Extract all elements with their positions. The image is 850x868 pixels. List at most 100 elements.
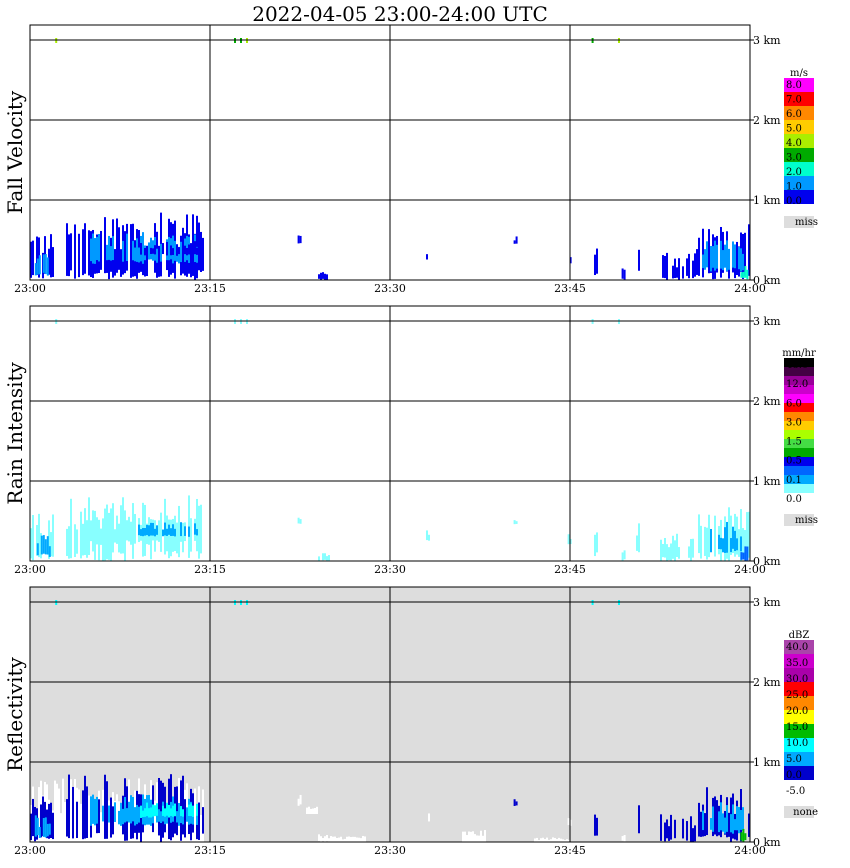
echo-column xyxy=(722,813,724,832)
echo-column xyxy=(594,814,596,836)
echo-column xyxy=(36,258,39,275)
x-tick-label: 24:00 xyxy=(734,844,766,857)
plot-frame xyxy=(29,305,751,562)
echo-column xyxy=(136,238,138,262)
echo-column xyxy=(104,774,106,839)
echo-column xyxy=(722,538,724,553)
echo-column xyxy=(74,224,76,279)
echo-column xyxy=(623,269,626,280)
echo-column xyxy=(688,253,690,279)
echo-column xyxy=(732,804,734,834)
y-tick-label: 3 km xyxy=(753,596,781,609)
panel-rain-intensity: 3 km 2 km 1 km 0 km 23:00 23:15 23:30 23:45 24:0… xyxy=(3,305,818,576)
echo-column xyxy=(200,231,202,273)
clutter-column xyxy=(332,836,334,842)
legend-label: 3.0 xyxy=(786,417,802,428)
clutter-column xyxy=(470,831,472,842)
echo-column xyxy=(112,529,114,545)
echo-column xyxy=(748,511,750,558)
echo-column xyxy=(688,546,690,558)
echo-column xyxy=(170,528,172,557)
echo-column xyxy=(142,232,144,264)
echo-column xyxy=(674,258,676,279)
echo-column xyxy=(164,810,166,825)
echo-column xyxy=(170,528,172,537)
clutter-column xyxy=(80,803,82,842)
echo-column xyxy=(154,245,156,255)
echo-column xyxy=(138,247,140,263)
echo-column xyxy=(104,217,106,274)
legend-label: 0.0 xyxy=(786,196,802,207)
echo-column xyxy=(320,272,322,280)
echo-column xyxy=(716,800,718,837)
legend-label: 48.0 xyxy=(786,360,808,371)
echo-column xyxy=(166,528,168,536)
echo-column xyxy=(46,536,49,555)
legend-swatch xyxy=(784,710,814,724)
echo-column xyxy=(668,826,670,841)
echo-column xyxy=(748,224,750,276)
clutter-column xyxy=(314,808,316,814)
echo-column xyxy=(172,524,174,536)
echo-column xyxy=(130,521,132,545)
clutter-column xyxy=(62,778,64,842)
echo-column xyxy=(132,796,134,822)
legend-swatch xyxy=(784,190,814,204)
echo-column xyxy=(108,235,110,260)
echo-column xyxy=(190,803,192,817)
legend-missing-label: none xyxy=(793,807,818,818)
echo-column xyxy=(40,804,42,838)
echo-column xyxy=(82,523,84,556)
legend-swatch xyxy=(784,421,814,430)
clutter-column xyxy=(478,835,480,842)
echo-column xyxy=(594,254,596,276)
echo-column xyxy=(120,802,122,826)
echo-column xyxy=(702,810,704,831)
echo-column xyxy=(34,815,37,837)
echo-column xyxy=(160,521,162,543)
clutter-column xyxy=(60,813,62,842)
echo-column xyxy=(515,521,518,524)
legend-unit: m/s xyxy=(790,68,808,79)
legend-swatch xyxy=(784,403,814,412)
echo-column xyxy=(730,538,732,553)
echo-column xyxy=(738,807,740,834)
clutter-column xyxy=(120,812,122,842)
clutter-column xyxy=(338,837,340,842)
echo-column xyxy=(196,803,198,816)
echo-column xyxy=(674,819,676,839)
echo-column xyxy=(318,274,320,279)
y-tick-label: 0 km xyxy=(753,274,781,287)
echo-column xyxy=(596,248,598,274)
echo-column xyxy=(702,254,704,269)
legend-missing-label: miss xyxy=(795,217,818,228)
legend-label: 0.1 xyxy=(786,475,802,486)
echo-column xyxy=(668,547,670,561)
echo-column xyxy=(48,803,50,839)
echo-column xyxy=(38,513,40,558)
plot-frame xyxy=(29,24,751,281)
echo-column xyxy=(66,528,68,556)
echo-column xyxy=(40,535,43,555)
legend-swatch xyxy=(784,176,814,190)
echo-column xyxy=(662,255,664,278)
echo-column xyxy=(718,811,720,833)
clutter-column xyxy=(348,836,350,842)
legend-swatch xyxy=(784,668,814,682)
echo-column xyxy=(198,802,200,840)
echo-column xyxy=(92,794,94,824)
echo-column xyxy=(50,234,52,278)
y-tick-label: 1 km xyxy=(753,756,781,769)
x-tick-label: 23:00 xyxy=(14,282,46,295)
echo-column xyxy=(513,240,516,244)
echo-column xyxy=(66,223,68,276)
clutter-column xyxy=(340,836,342,842)
legend-swatch xyxy=(784,780,814,794)
echo-column xyxy=(96,796,98,824)
echo-column xyxy=(664,822,666,842)
legend-label: 5.0 xyxy=(786,754,802,765)
clutter-column xyxy=(154,800,156,842)
echo-column xyxy=(682,266,684,279)
echo-column xyxy=(716,244,718,269)
echo-column xyxy=(706,787,708,836)
